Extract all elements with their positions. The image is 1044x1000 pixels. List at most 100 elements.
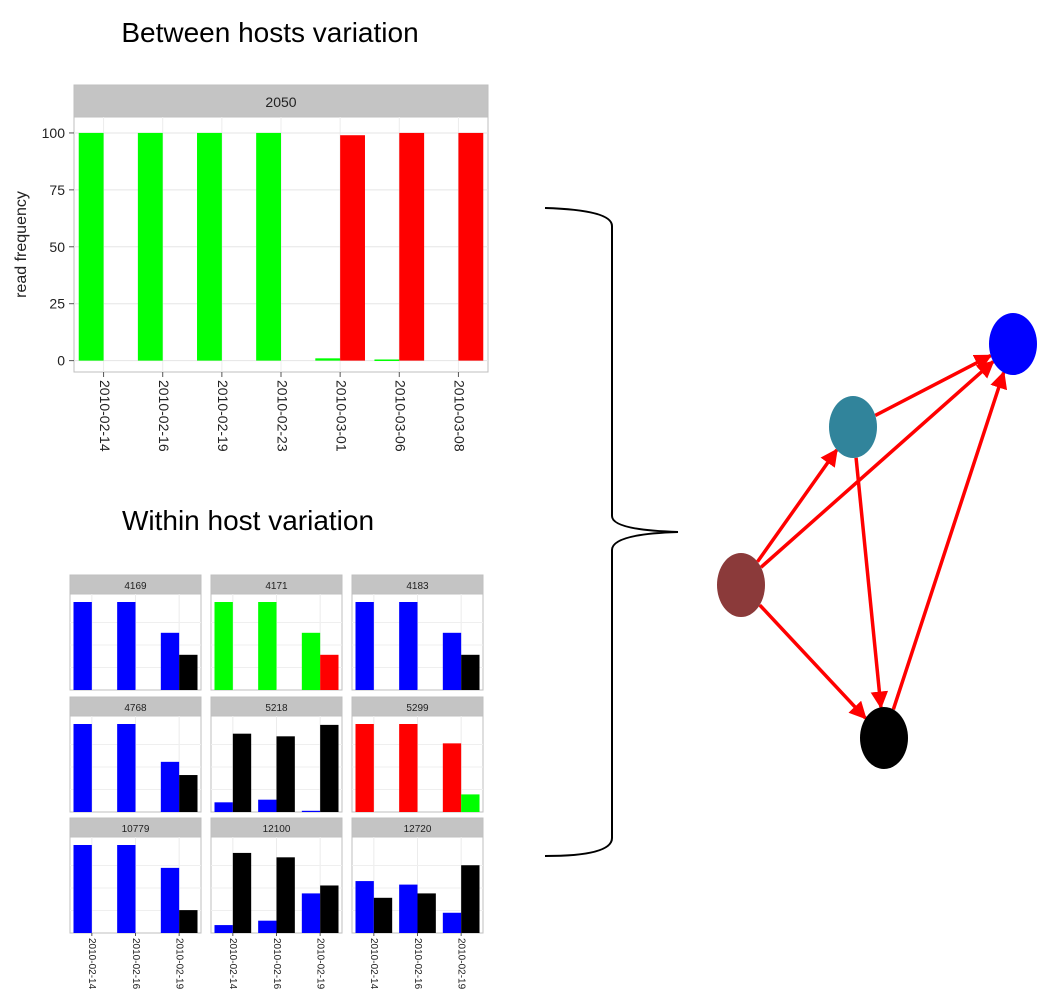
facet-xtick-label: 2010-02-16 — [412, 938, 423, 990]
facet-bar — [355, 602, 374, 690]
facet-strip-label: 4183 — [406, 581, 429, 592]
facet-xtick-label: 2010-02-16 — [130, 938, 141, 990]
top-ytick-label: 50 — [49, 239, 65, 255]
top-bar — [458, 132, 484, 361]
facet-bar — [320, 885, 339, 933]
facet-bar — [461, 794, 480, 812]
facet-bar — [179, 654, 198, 690]
between-hosts-heading: Between hosts variation — [121, 17, 418, 48]
facet-bar — [214, 925, 233, 933]
facet-strip-label: 4768 — [124, 703, 147, 714]
facet-bar — [399, 724, 418, 812]
facet-strip-label: 10779 — [122, 824, 150, 835]
facet-bar — [73, 845, 92, 933]
top-bar — [137, 132, 163, 361]
facet-xtick-label: 2010-02-19 — [315, 938, 326, 990]
facet-bar — [461, 654, 480, 690]
facet-bar — [73, 724, 92, 812]
transmission-network — [717, 313, 1037, 769]
top-bar — [197, 132, 222, 361]
facet-strip-label: 12720 — [404, 824, 432, 835]
facet-bar — [179, 775, 198, 812]
facet-xtick-label: 2010-02-19 — [456, 938, 467, 990]
facet-bar — [417, 893, 436, 933]
facet-bar — [214, 602, 233, 690]
top-ytick-label: 25 — [49, 296, 65, 312]
top-ytick-label: 75 — [49, 182, 65, 198]
top-strip-label: 2050 — [265, 94, 296, 110]
top-y-axis-title: read frequency — [13, 191, 30, 298]
facet-bar — [399, 602, 418, 690]
facet-bar — [258, 920, 277, 933]
network-edge — [874, 353, 993, 418]
network-edge — [891, 370, 1008, 710]
top-bar — [78, 132, 104, 361]
top-bar — [340, 135, 365, 361]
top-bar — [256, 132, 281, 361]
facet-bar — [399, 884, 418, 933]
facet-strip-label: 4171 — [265, 581, 288, 592]
network-node — [717, 553, 765, 617]
facet-bar — [160, 761, 180, 812]
facet-bar — [276, 857, 295, 933]
facet-bar — [301, 810, 321, 812]
top-xtick-label: 2010-03-06 — [393, 380, 409, 452]
facet-bar — [160, 867, 180, 933]
facet-strip-label: 5218 — [265, 703, 288, 714]
facet-bar — [258, 602, 277, 690]
facet-bar — [442, 912, 462, 933]
network-edge — [854, 457, 889, 709]
facet-bar — [301, 632, 321, 690]
top-xtick-label: 2010-02-19 — [215, 380, 231, 452]
facet-strip-label: 12100 — [263, 824, 291, 835]
facet-bar — [355, 724, 374, 812]
top-bar — [315, 358, 341, 361]
network-edge — [759, 360, 995, 569]
facet-bar — [355, 881, 374, 933]
curly-brace — [544, 207, 679, 857]
facet-bar — [461, 865, 480, 933]
top-xtick-label: 2010-03-01 — [333, 380, 349, 452]
facet-bar — [117, 602, 136, 690]
top-xtick-label: 2010-02-14 — [97, 380, 113, 452]
facet-bar — [117, 845, 136, 933]
facet-xtick-label: 2010-02-14 — [227, 938, 238, 990]
facet-bar — [160, 632, 180, 690]
facet-xtick-label: 2010-02-14 — [368, 938, 379, 990]
network-edge — [756, 448, 839, 563]
top-bar — [374, 359, 400, 361]
top-bar — [399, 132, 425, 361]
top-ytick-label: 100 — [42, 125, 66, 141]
within-host-facet-grid: 4169 4171 4183 4768 5218 5299 10779 12100 12720 2… — [69, 574, 484, 990]
facet-bar — [301, 893, 321, 933]
top-ytick-label: 0 — [57, 353, 65, 369]
network-edge — [758, 603, 867, 720]
facet-bar — [73, 602, 92, 690]
top-xtick-label: 2010-02-23 — [274, 380, 290, 452]
within-host-heading: Within host variation — [122, 505, 374, 536]
facet-bar — [179, 910, 198, 933]
facet-strip-label: 5299 — [406, 703, 429, 714]
top-strip — [73, 84, 489, 118]
top-xtick-label: 2010-03-08 — [452, 380, 468, 452]
facet-xtick-label: 2010-02-19 — [174, 938, 185, 990]
facet-bar — [442, 743, 462, 812]
facet-bar — [214, 802, 233, 812]
network-node — [829, 396, 877, 458]
top-xtick-label: 2010-02-16 — [156, 380, 172, 452]
facet-bar — [373, 897, 393, 933]
facet-bar — [232, 852, 252, 933]
facet-bar — [258, 799, 277, 812]
facet-bar — [442, 632, 462, 690]
facet-bar — [232, 733, 252, 812]
facet-bar — [117, 724, 136, 812]
facet-bar — [276, 736, 295, 812]
facet-xtick-label: 2010-02-16 — [271, 938, 282, 990]
network-node — [860, 707, 908, 769]
facet-bar — [320, 654, 339, 690]
network-node — [989, 313, 1037, 375]
facet-xtick-label: 2010-02-14 — [86, 938, 97, 990]
facet-bar — [320, 724, 339, 812]
facet-strip-label: 4169 — [124, 581, 147, 592]
